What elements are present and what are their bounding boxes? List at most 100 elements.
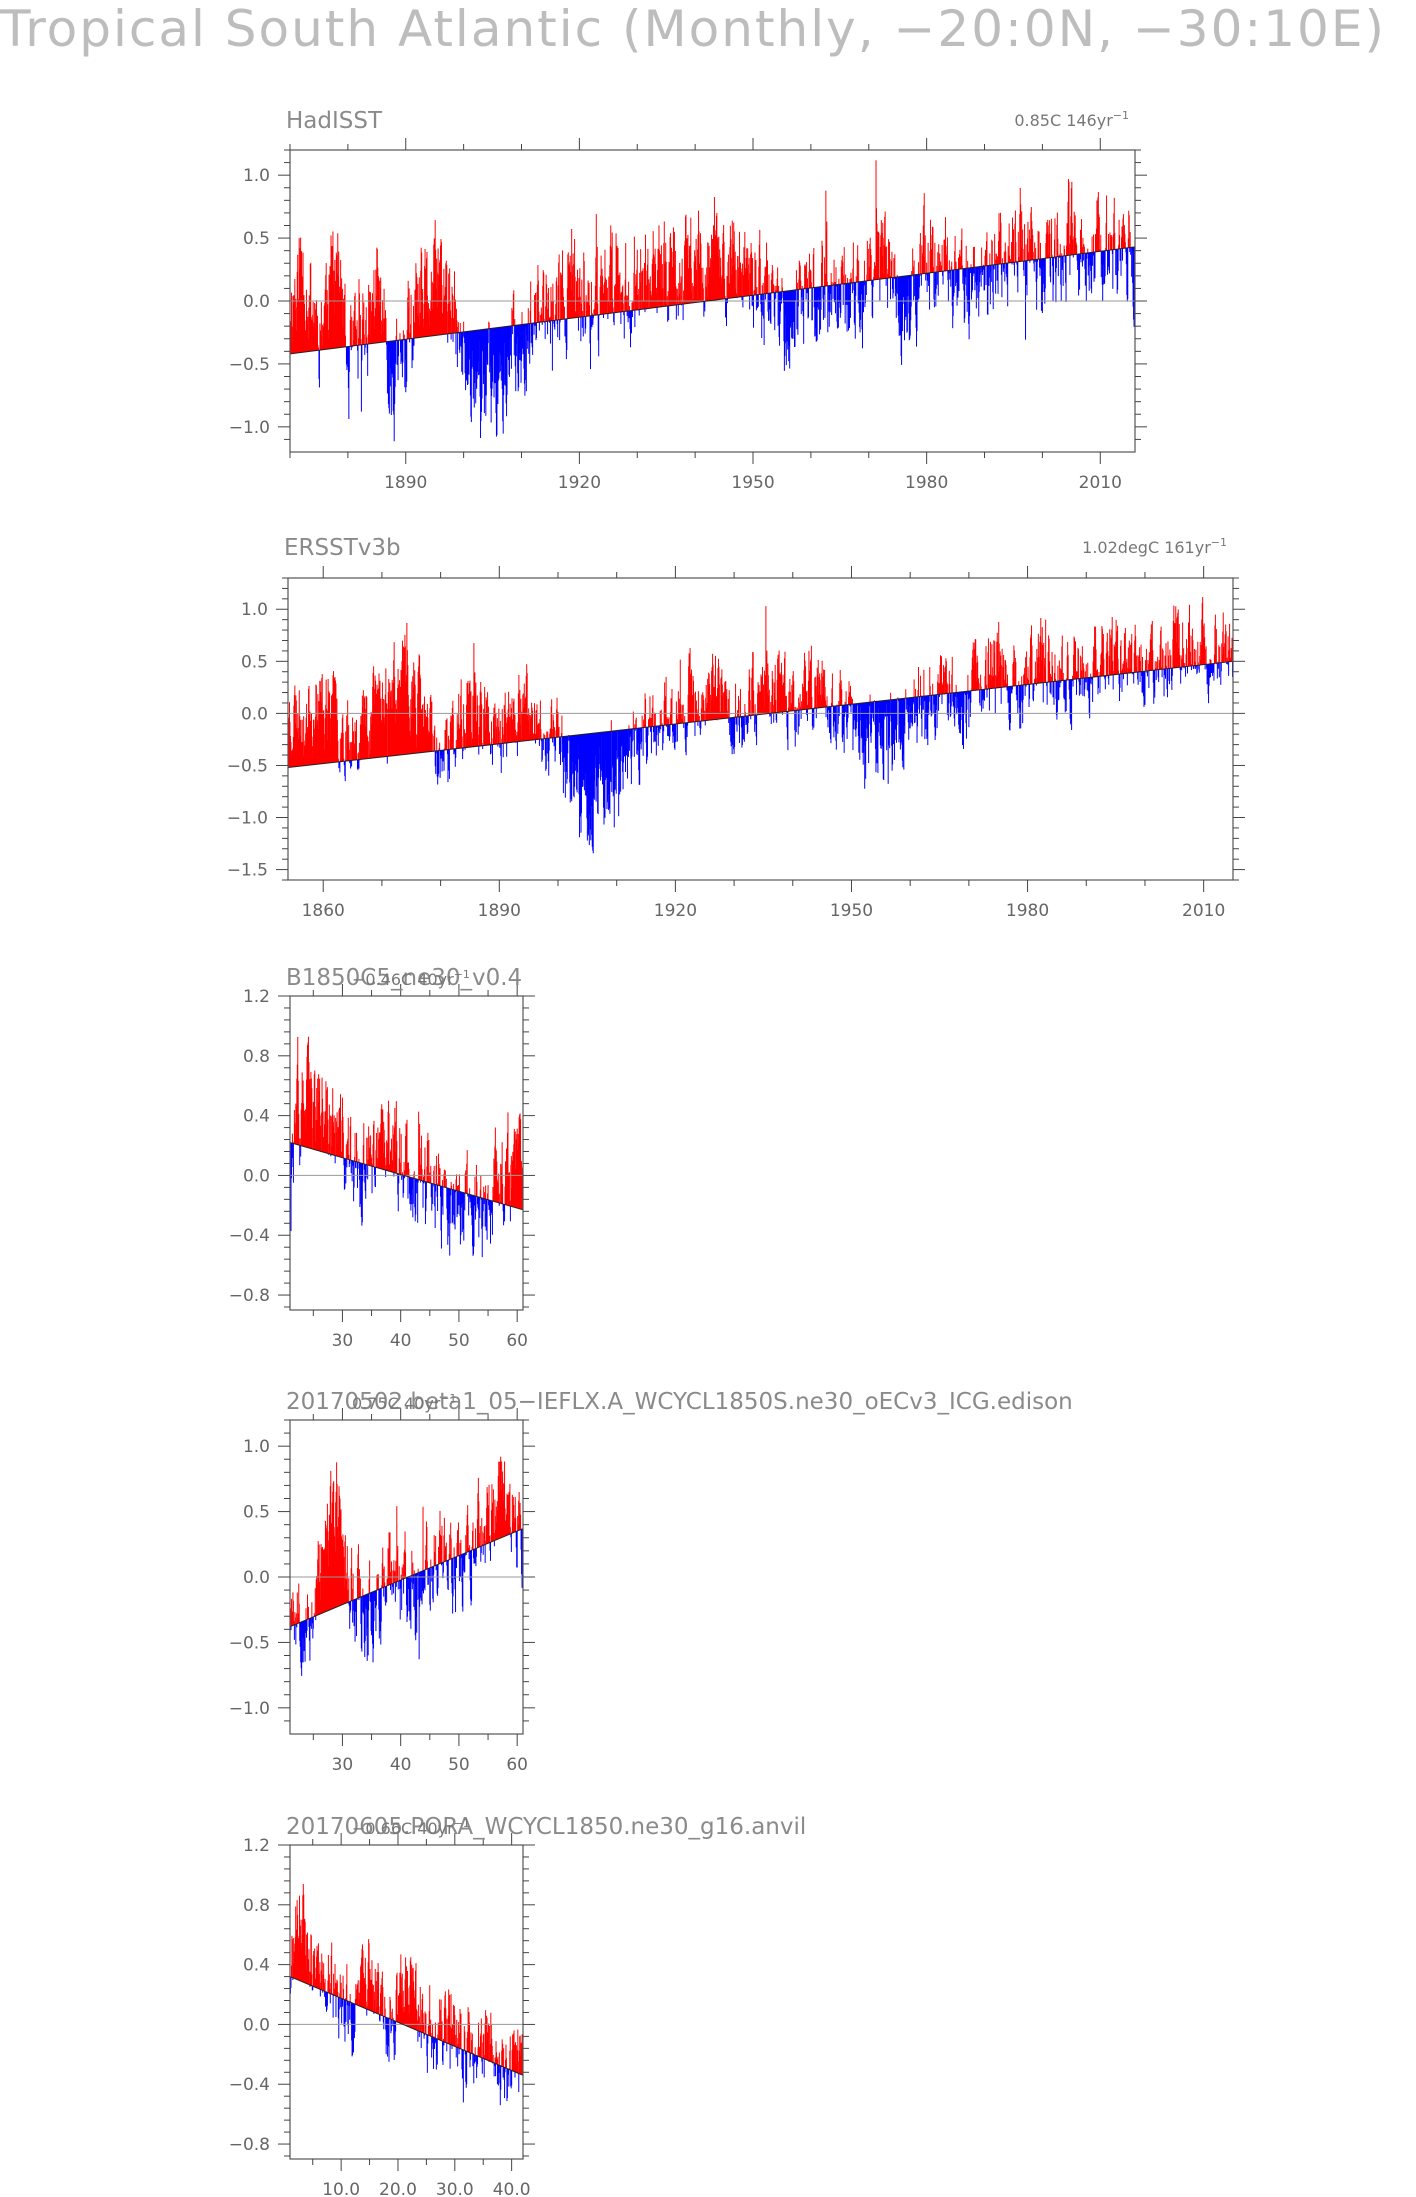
anomaly-bar [928, 273, 930, 286]
x-tick-label: 1920 [654, 901, 697, 921]
anomaly-bar [918, 667, 919, 697]
anomaly-bar [581, 316, 583, 328]
anomaly-bar [949, 683, 951, 694]
anomaly-bar [351, 316, 353, 347]
anomaly-bar [675, 286, 677, 306]
anomaly-bar [706, 267, 708, 302]
anomaly-bar [980, 674, 982, 690]
anomaly-bar [352, 1600, 354, 1623]
anomaly-bar [1215, 629, 1217, 664]
anomaly-bar [477, 705, 479, 747]
anomaly-bar [844, 704, 846, 717]
anomaly-bar [1229, 657, 1231, 662]
anomaly-bar [1053, 257, 1055, 285]
anomaly-bar [385, 1586, 387, 1606]
anomaly-bar [1020, 685, 1022, 701]
anomaly-bar [358, 1569, 360, 1598]
anomaly-bar [946, 682, 948, 694]
anomaly-bar [913, 260, 915, 275]
anomaly-bar [984, 265, 986, 291]
trend-line [289, 246, 1136, 355]
anomaly-bar [877, 701, 879, 733]
anomaly-bar [475, 1196, 477, 1212]
anomaly-bar [774, 292, 776, 331]
anomaly-bar [296, 1592, 298, 1624]
anomaly-bar [773, 285, 775, 293]
anomaly-bar [504, 1204, 506, 1222]
anomaly-bar [846, 283, 848, 332]
anomaly-bar [755, 260, 757, 295]
anomaly-bar [1087, 662, 1089, 678]
anomaly-bar [384, 1157, 386, 1170]
anomaly-bar [351, 1160, 353, 1182]
anomaly-bar [375, 1590, 377, 1606]
anomaly-bar [739, 689, 741, 717]
anomaly-bar [329, 718, 331, 763]
anomaly-bar [311, 1602, 313, 1618]
anomaly-bar [441, 750, 443, 772]
x-tick-label: 1890 [384, 473, 427, 493]
anomaly-bar [440, 1186, 442, 1249]
anomaly-bar [506, 326, 508, 395]
anomaly-bar [422, 704, 424, 753]
anomaly-bar [402, 1172, 404, 1175]
anomaly-bar [986, 688, 988, 698]
anomaly-bar [1032, 683, 1034, 702]
anomaly-bar [1071, 222, 1073, 255]
anomaly-bar [784, 291, 786, 356]
anomaly-bar [295, 1613, 297, 1625]
anomaly-bar [290, 292, 292, 354]
anomaly-bar [989, 641, 991, 689]
anomaly-bar [800, 706, 802, 710]
anomaly-bar [980, 686, 982, 690]
anomaly-bar [566, 318, 568, 350]
anomaly-bar [354, 292, 356, 346]
x-tick-label: 30 [332, 1755, 354, 1775]
anomaly-bar [433, 1535, 435, 1567]
anomaly-bar [932, 227, 934, 273]
anomaly-bar [705, 684, 707, 721]
anomaly-bar [1042, 682, 1044, 703]
anomaly-bar [954, 692, 956, 727]
anomaly-bar [351, 1588, 353, 1601]
anomaly-bar [1009, 686, 1011, 723]
anomaly-bar [356, 1132, 358, 1162]
anomaly-bar [1124, 627, 1126, 674]
anomaly-bar [960, 691, 962, 721]
trend-line [287, 660, 1234, 769]
anomaly-bar [889, 699, 891, 749]
anomaly-bar [487, 692, 489, 746]
anomaly-bar [458, 1191, 460, 1206]
anomaly-bar [735, 269, 737, 298]
anomaly-bar [373, 270, 375, 344]
anomaly-bar [410, 1575, 412, 1583]
anomaly-bar [401, 1567, 403, 1580]
anomaly-bar [1052, 665, 1054, 682]
anomaly-bar [472, 1522, 474, 1550]
anomaly-bar [623, 311, 625, 339]
anomaly-bar [422, 289, 424, 338]
plot-frame [289, 995, 524, 1311]
anomaly-bar [1129, 644, 1131, 673]
anomaly-bar [351, 1547, 353, 1601]
anomaly-bar [342, 733, 344, 762]
anomaly-bar [518, 324, 520, 388]
anomaly-bar [511, 1494, 513, 1534]
anomaly-bar [1018, 256, 1020, 262]
anomaly-bar [352, 717, 354, 761]
anomaly-bar [980, 266, 982, 287]
anomaly-bar [1171, 668, 1173, 690]
anomaly-bar [1024, 224, 1026, 261]
anomaly-bar [683, 723, 685, 728]
anomaly-bar [349, 760, 351, 764]
anomaly-bar [377, 1127, 379, 1168]
anomaly-bar [794, 710, 796, 747]
anomaly-bar [687, 234, 689, 304]
anomaly-bar [893, 258, 895, 278]
anomaly-bar [1205, 646, 1207, 665]
anomaly-bar [448, 749, 450, 779]
anomaly-bar [868, 702, 870, 764]
anomaly-bar [852, 242, 854, 283]
anomaly-bar [1100, 234, 1102, 252]
anomaly-bar [667, 291, 669, 307]
